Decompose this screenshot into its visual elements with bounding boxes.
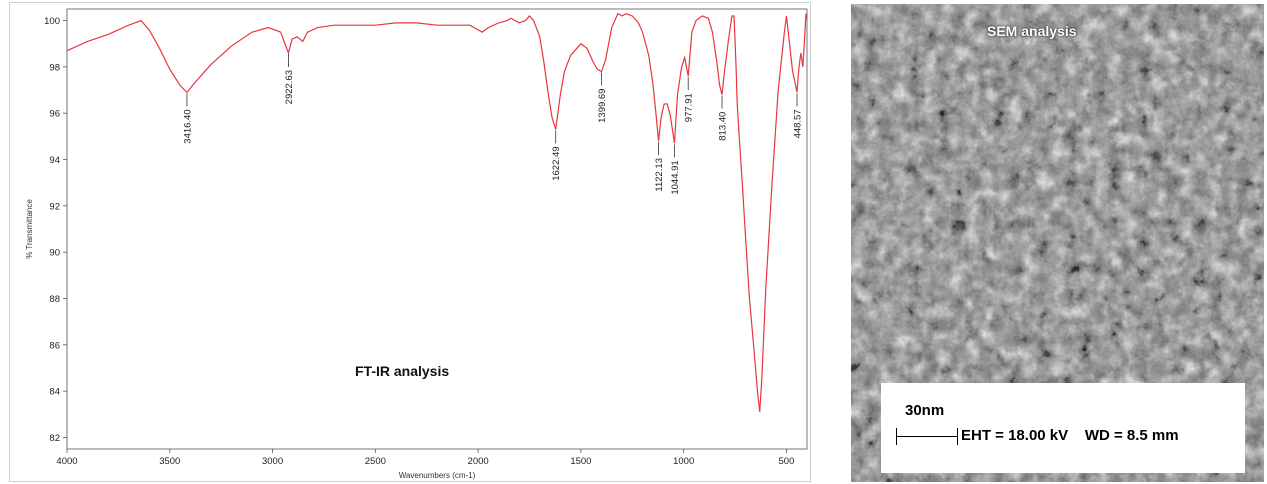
peak-label: 1044.91: [670, 160, 681, 194]
ftir-chart: 4000 3500 3000 2500 2000 1500 1000 500 82 84 86 88…: [25, 8, 808, 480]
sem-info-box: 30nm EHT = 18.00 kV WD = 8.5 mm: [881, 383, 1245, 473]
y-tick-label: 100: [44, 16, 60, 27]
y-tick-label: 90: [49, 248, 60, 259]
x-axis-title: Wavenumbers (cm-1): [399, 471, 476, 480]
sem-title: SEM analysis: [987, 23, 1077, 39]
spectrum-line: [66, 12, 808, 413]
x-tick-label: 1000: [673, 456, 694, 467]
y-tick-label: 84: [49, 387, 60, 398]
peak-label: 2922.63: [284, 70, 295, 104]
ftir-chart-panel: 4000 3500 3000 2500 2000 1500 1000 500 82 84 86 88…: [9, 2, 811, 482]
y-tick-label: 82: [49, 433, 60, 444]
x-tick-label: 2000: [468, 456, 489, 467]
peak-label: 1622.49: [551, 146, 562, 180]
x-tick-label: 3500: [159, 456, 180, 467]
x-tick-label: 500: [779, 456, 795, 467]
peak-label: 448.57: [793, 109, 804, 138]
y-axis-title: % Transmittance: [25, 199, 34, 259]
y-tick-label: 98: [49, 62, 60, 73]
y-tick-label: 88: [49, 294, 60, 305]
y-tick-label: 96: [49, 109, 60, 120]
chart-axes: [66, 8, 808, 450]
x-tick-label: 3000: [262, 456, 283, 467]
scale-bar: [896, 436, 958, 437]
x-tick-label: 1500: [570, 456, 591, 467]
peak-label: 1399.69: [597, 89, 608, 123]
scale-bar-end-right: [957, 428, 958, 445]
plot-frame: [66, 8, 808, 450]
peak-markers: 3416.40 2922.63 1622.49 1399.69 1122.13 1044.…: [182, 54, 804, 195]
y-tick-label: 92: [49, 201, 60, 212]
x-axis-ticks: 4000 3500 3000 2500 2000 1500 1000 500: [56, 449, 794, 467]
sem-image-panel: SEM analysis 30nm EHT = 18.00 kV WD = 8.…: [851, 4, 1264, 482]
peak-label: 3416.40: [182, 109, 193, 143]
y-axis-ticks: 82 84 86 88 90 92 94 96 98 100: [44, 16, 67, 444]
eht-value: EHT = 18.00 kV: [961, 427, 1069, 444]
scale-bar-label: 30nm: [905, 402, 945, 419]
y-tick-label: 86: [49, 340, 60, 351]
eht-wd-readout: EHT = 18.00 kV WD = 8.5 mm: [961, 427, 1179, 444]
y-tick-label: 94: [49, 155, 60, 166]
peak-label: 1122.13: [654, 158, 665, 192]
peak-label: 813.40: [718, 112, 729, 141]
ftir-caption: FT-IR analysis: [355, 363, 449, 379]
wd-value: WD = 8.5 mm: [1084, 427, 1179, 444]
peak-label: 977.91: [684, 93, 695, 122]
x-tick-label: 2500: [365, 456, 386, 467]
x-tick-label: 4000: [56, 456, 77, 467]
